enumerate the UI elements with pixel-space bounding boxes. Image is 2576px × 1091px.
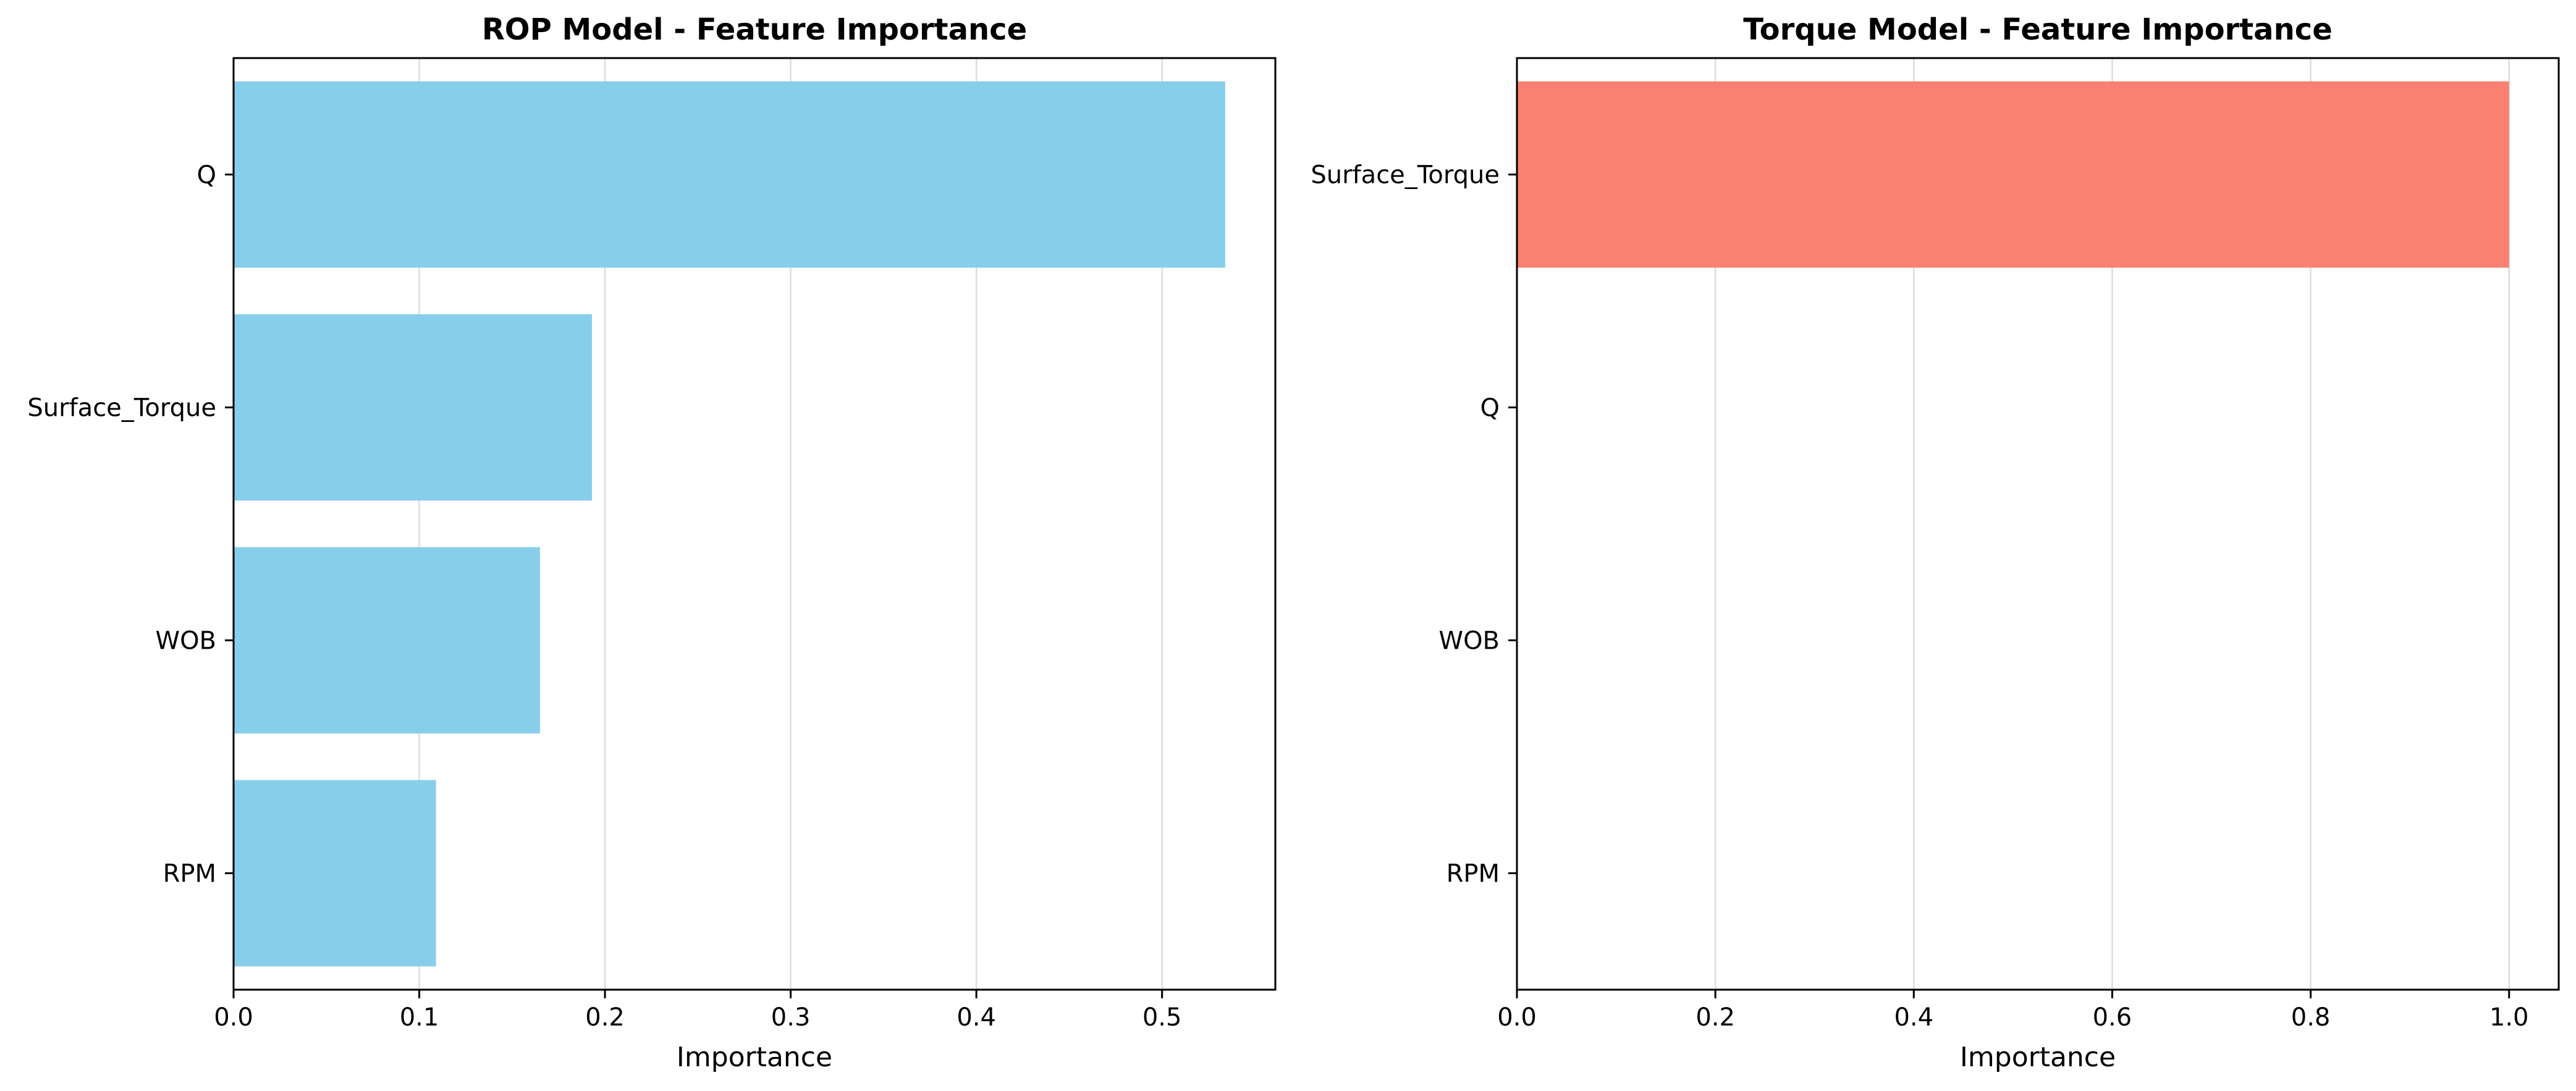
x-axis-label: Importance — [677, 1042, 832, 1073]
y-tick-label-surface-torque: Surface_Torque — [27, 394, 216, 423]
rop-importance-chart: 0.0 0.1 0.2 0.3 0.4 0.5 Q Surface_Torque WOB RPM R… — [27, 12, 1277, 1073]
x-tick-label: 0.0 — [214, 1003, 253, 1032]
y-tick-label-rpm: RPM — [1446, 860, 1500, 888]
x-tick-label: 0.1 — [400, 1003, 439, 1032]
plot-frame — [1516, 57, 2560, 991]
x-tick-label: 0.6 — [2093, 1003, 2132, 1032]
bar-surface-torque — [234, 314, 593, 501]
y-tick-label-wob: WOB — [156, 627, 216, 655]
bar-wob — [234, 547, 540, 734]
chart-title: Torque Model - Feature Importance — [1743, 12, 2333, 47]
x-tick-label: 0.5 — [1142, 1003, 1182, 1032]
bar-rpm — [234, 780, 436, 967]
chart-title: ROP Model - Feature Importance — [482, 12, 1027, 47]
x-axis-label: Importance — [1960, 1042, 2116, 1073]
torque-importance-chart: 0.0 0.2 0.4 0.6 0.8 1.0 Surface_Torque Q WOB RPM T… — [1311, 12, 2560, 1073]
y-tick-label-surface-torque: Surface_Torque — [1311, 161, 1500, 190]
x-tick-label: 0.8 — [2291, 1003, 2331, 1032]
x-tick-label: 0.2 — [585, 1003, 625, 1032]
y-tick-label-q: Q — [197, 161, 216, 190]
x-tick-label: 0.2 — [1696, 1003, 1735, 1032]
bar-q — [234, 81, 1225, 268]
y-tick-label-wob: WOB — [1439, 627, 1500, 655]
x-tick-label: 0.4 — [1894, 1003, 1933, 1032]
x-tick-label: 0.0 — [1497, 1003, 1537, 1032]
x-tick-label: 0.4 — [956, 1003, 996, 1032]
x-tick-label: 0.3 — [771, 1003, 811, 1032]
x-tick-label: 1.0 — [2489, 1003, 2529, 1032]
y-tick-label-rpm: RPM — [163, 860, 216, 888]
plot-frame — [232, 57, 1277, 991]
y-tick-label-q: Q — [1480, 394, 1500, 423]
bar-surface-torque — [1517, 81, 2509, 268]
